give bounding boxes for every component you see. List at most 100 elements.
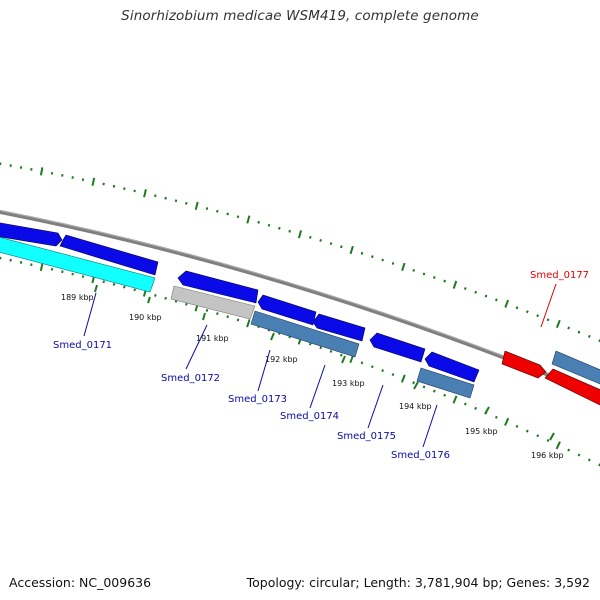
ring-dot: [504, 299, 510, 308]
ring-dot: [400, 374, 406, 383]
ring-dot: [412, 381, 416, 385]
ring-dot: [525, 310, 529, 314]
gene-shape[interactable]: [424, 351, 480, 383]
ring-dot: [391, 261, 395, 265]
ring-dot: [39, 262, 44, 272]
gene-shape[interactable]: [0, 222, 63, 247]
gene-shape[interactable]: [369, 332, 426, 363]
tick-label: 196 kbp: [531, 451, 564, 460]
ring-dot: [71, 272, 74, 276]
ring-dot: [463, 287, 467, 291]
ring-dot: [309, 235, 312, 239]
forward-strand: [0, 222, 600, 407]
gene-label-smed-0175[interactable]: Smed_0175: [337, 431, 396, 442]
ring-dot: [536, 434, 540, 438]
ring-dot: [61, 173, 64, 177]
ring-dot: [164, 296, 167, 300]
secondary-strand: [0, 236, 600, 399]
ring-dot: [587, 458, 591, 462]
ring-dot: [123, 285, 126, 289]
gene-label-smed-0177[interactable]: Smed_0177: [530, 270, 589, 281]
ring-dot: [236, 318, 240, 322]
gene-shape[interactable]: [551, 350, 600, 386]
gene-shape[interactable]: [416, 367, 475, 399]
gene-shape[interactable]: [0, 236, 156, 293]
ring-dot: [546, 438, 550, 443]
ring-dot: [236, 215, 240, 219]
ring-dot: [349, 245, 354, 255]
ring-dot: [216, 209, 219, 213]
ring-dot: [422, 385, 426, 389]
tick-label: 194 kbp: [399, 402, 432, 411]
ring-dot: [401, 262, 406, 272]
ring-dot: [577, 453, 581, 457]
ring-dot: [112, 184, 116, 188]
ring-dot: [370, 365, 374, 369]
gene-shape[interactable]: [312, 313, 366, 342]
ring-dot: [452, 395, 458, 404]
ring-dot: [267, 223, 271, 227]
gene-shape[interactable]: [257, 294, 317, 326]
ring-dot: [319, 346, 323, 350]
gene-label-smed-0174[interactable]: Smed_0174: [280, 411, 339, 422]
ring-dot: [577, 330, 581, 334]
ring-dot: [555, 441, 561, 450]
gene-label-smed-0172[interactable]: Smed_0172: [161, 373, 220, 384]
ring-dot: [185, 302, 188, 306]
ring-dot: [587, 334, 591, 338]
ring-dot: [194, 201, 199, 211]
ring-dot: [391, 373, 395, 377]
ring-dot: [339, 353, 343, 357]
ring-dot: [205, 309, 209, 312]
ring-dot: [0, 256, 2, 260]
ring-dot: [412, 268, 416, 272]
ring-dot: [102, 182, 105, 186]
ring-dot: [133, 189, 136, 193]
ring-dot: [381, 369, 385, 373]
ring-dot: [39, 167, 44, 176]
ring-dot: [340, 245, 343, 249]
gene-label-smed-0176[interactable]: Smed_0176: [391, 450, 450, 461]
ring-dot: [164, 196, 167, 200]
gene-shape[interactable]: [59, 234, 159, 276]
ring-dot: [432, 389, 436, 393]
ring-dot: [61, 270, 64, 274]
gene-label-smed-0171[interactable]: Smed_0171: [53, 340, 112, 351]
ring-dot: [515, 424, 519, 428]
ring-dot: [381, 258, 384, 262]
ring-dot: [567, 326, 571, 330]
ring-dot: [30, 167, 33, 171]
ring-dot: [216, 312, 219, 315]
ring-dot: [360, 251, 364, 255]
ring-dot: [329, 242, 333, 246]
ring-dot: [494, 298, 498, 302]
tick-marks: [94, 284, 555, 441]
ring-dot: [288, 229, 291, 233]
gene-shape[interactable]: [544, 368, 600, 407]
ring-dot: [463, 402, 467, 406]
gene-shape[interactable]: [250, 310, 360, 358]
gene-shape[interactable]: [501, 350, 547, 379]
ring-dot: [443, 393, 447, 397]
tick-label: 189 kbp: [61, 293, 94, 302]
gene-shape[interactable]: [177, 270, 259, 304]
ring-dot: [257, 220, 260, 224]
map-title: Sinorhizobium medicae WSM419, complete g…: [121, 8, 479, 24]
ring-dot: [102, 280, 105, 284]
tick-label: 193 kbp: [332, 379, 365, 388]
ring-dot: [246, 319, 251, 328]
gene-shape[interactable]: [170, 285, 256, 320]
ring-dot: [297, 230, 303, 239]
topology-summary: Topology: circular; Length: 3,781,904 bp…: [246, 575, 590, 590]
ring-dot: [525, 429, 529, 433]
gene-labels: Smed_0171 Smed_0172 Smed_0173 Smed_0174 …: [53, 270, 589, 461]
ring-dot: [422, 272, 426, 276]
ring-dot: [185, 201, 188, 205]
gene-label-smed-0173[interactable]: Smed_0173: [228, 394, 287, 405]
ring-dot: [19, 261, 23, 264]
ring-dot: [9, 258, 12, 262]
genome-backbone: [0, 209, 600, 399]
ring-dot: [452, 280, 458, 289]
tick-label: 192 kbp: [265, 355, 298, 364]
